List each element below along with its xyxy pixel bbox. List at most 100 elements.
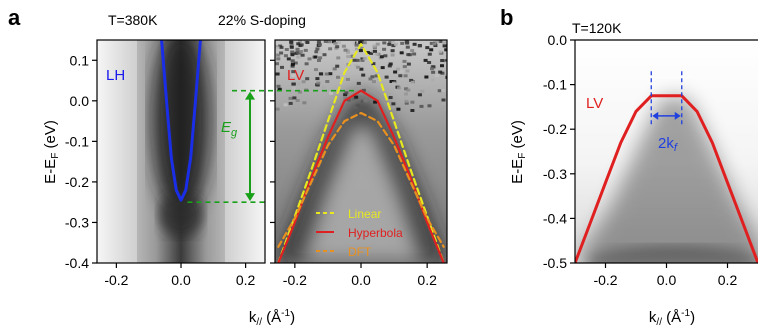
legend: Linear Hyperbola DFT	[316, 207, 403, 259]
noise-speck	[289, 45, 294, 49]
noise-speck	[304, 62, 309, 66]
noise-speck	[328, 72, 333, 76]
kf-label: 2kf	[658, 135, 678, 154]
noise-speck	[398, 74, 403, 78]
noise-speck	[355, 49, 360, 53]
noise-speck	[393, 70, 398, 74]
noise-speck	[358, 40, 363, 44]
noise-speck	[355, 58, 360, 62]
noise-speck	[356, 81, 361, 85]
noise-speck	[403, 74, 408, 78]
y-tick-label-a-left-2: -0.2	[65, 174, 89, 190]
noise-speck	[298, 40, 302, 44]
noise-speck	[425, 46, 430, 50]
noise-speck	[289, 43, 294, 47]
noise-speck	[315, 77, 320, 81]
panel-a-temperature: T=380K	[108, 12, 158, 28]
noise-speck	[410, 80, 415, 84]
noise-speck	[361, 73, 366, 77]
noise-speck	[370, 75, 375, 79]
noise-speck	[350, 54, 355, 58]
noise-speck	[435, 40, 440, 44]
noise-speck	[325, 80, 330, 83]
noise-speck	[427, 104, 432, 108]
noise-speck	[345, 77, 350, 81]
noise-speck	[318, 56, 323, 60]
noise-speck	[429, 41, 434, 45]
noise-speck	[276, 84, 281, 88]
noise-speck	[303, 48, 308, 52]
noise-speck	[384, 75, 389, 79]
noise-speck	[299, 50, 304, 53]
noise-speck	[290, 62, 295, 66]
noise-speck	[417, 44, 422, 48]
panel-a-left-spectrum	[97, 40, 265, 263]
series-lv-band	[575, 94, 758, 263]
noise-speck	[424, 75, 429, 79]
noise-speck	[352, 58, 357, 62]
noise-speck	[346, 50, 350, 54]
noise-speck	[322, 53, 327, 57]
noise-speck	[390, 49, 395, 53]
noise-speck	[404, 99, 409, 103]
noise-speck	[299, 43, 304, 47]
noise-speck	[317, 59, 321, 62]
y-tick-label-a-left-5: 0.1	[70, 52, 90, 68]
noise-speck	[409, 78, 414, 82]
noise-speck	[440, 64, 444, 68]
noise-speck	[341, 44, 346, 48]
panel-a-xlabel-close: )	[290, 309, 295, 326]
noise-speck	[343, 93, 348, 97]
noise-speck	[388, 62, 393, 66]
x-tick-label-a-right-1: 0.0	[351, 272, 371, 288]
noise-speck	[275, 72, 280, 76]
y-tick-label-b-0: -0.5	[543, 255, 567, 271]
noise-speck	[427, 52, 432, 56]
gap-annotation	[187, 89, 355, 203]
noise-speck	[440, 71, 445, 75]
panel-a-doping: 22% S-doping	[218, 12, 306, 28]
noise-speck	[362, 57, 367, 60]
panel-a-letter: a	[8, 5, 21, 30]
noise-speck	[369, 51, 374, 55]
noise-speck	[372, 80, 376, 84]
noise-speck	[296, 55, 301, 59]
noise-speck	[399, 70, 404, 73]
noise-speck	[391, 102, 396, 106]
noise-speck	[433, 44, 438, 47]
noise-speck	[318, 43, 322, 47]
noise-speck	[440, 59, 445, 62]
noise-speck	[362, 41, 367, 45]
noise-speck	[305, 77, 310, 81]
noise-speck	[315, 83, 319, 87]
noise-speck	[329, 91, 334, 95]
noise-speck	[360, 59, 365, 62]
panel-b-xlabel-close: )	[690, 309, 695, 326]
noise-speck	[361, 88, 366, 92]
noise-speck	[331, 40, 336, 44]
noise-speck	[406, 88, 411, 92]
noise-speck	[387, 42, 392, 46]
noise-speck	[295, 99, 300, 102]
panel-a-ylabel: E-EF (eV)	[42, 120, 61, 184]
panel-a-ylabel-unit: (eV)	[42, 120, 59, 153]
noise-speck	[289, 41, 294, 44]
kf-arrow-head-right	[674, 111, 681, 120]
noise-speck	[391, 81, 396, 85]
noise-speck	[373, 49, 377, 53]
y-tick-label-b-1: -0.4	[543, 210, 567, 226]
panel-b-ylabel: E-EF (eV)	[509, 120, 528, 184]
legend-linear-label: Linear	[348, 207, 381, 221]
noise-speck	[401, 48, 406, 52]
noise-speck	[277, 88, 282, 92]
noise-speck	[441, 102, 446, 105]
y-tick-label-a-left-0: -0.4	[65, 255, 89, 271]
noise-speck	[383, 54, 388, 58]
panel-b-spectrum	[575, 40, 758, 263]
panel-a-xlabel: k// (Å-1)	[249, 308, 295, 328]
panel-a-ylabel-main: E-E	[42, 159, 59, 184]
noise-speck	[390, 53, 395, 57]
noise-speck	[290, 50, 295, 54]
noise-speck	[366, 65, 371, 69]
panel-b-xlabel-sub: //	[656, 317, 662, 328]
